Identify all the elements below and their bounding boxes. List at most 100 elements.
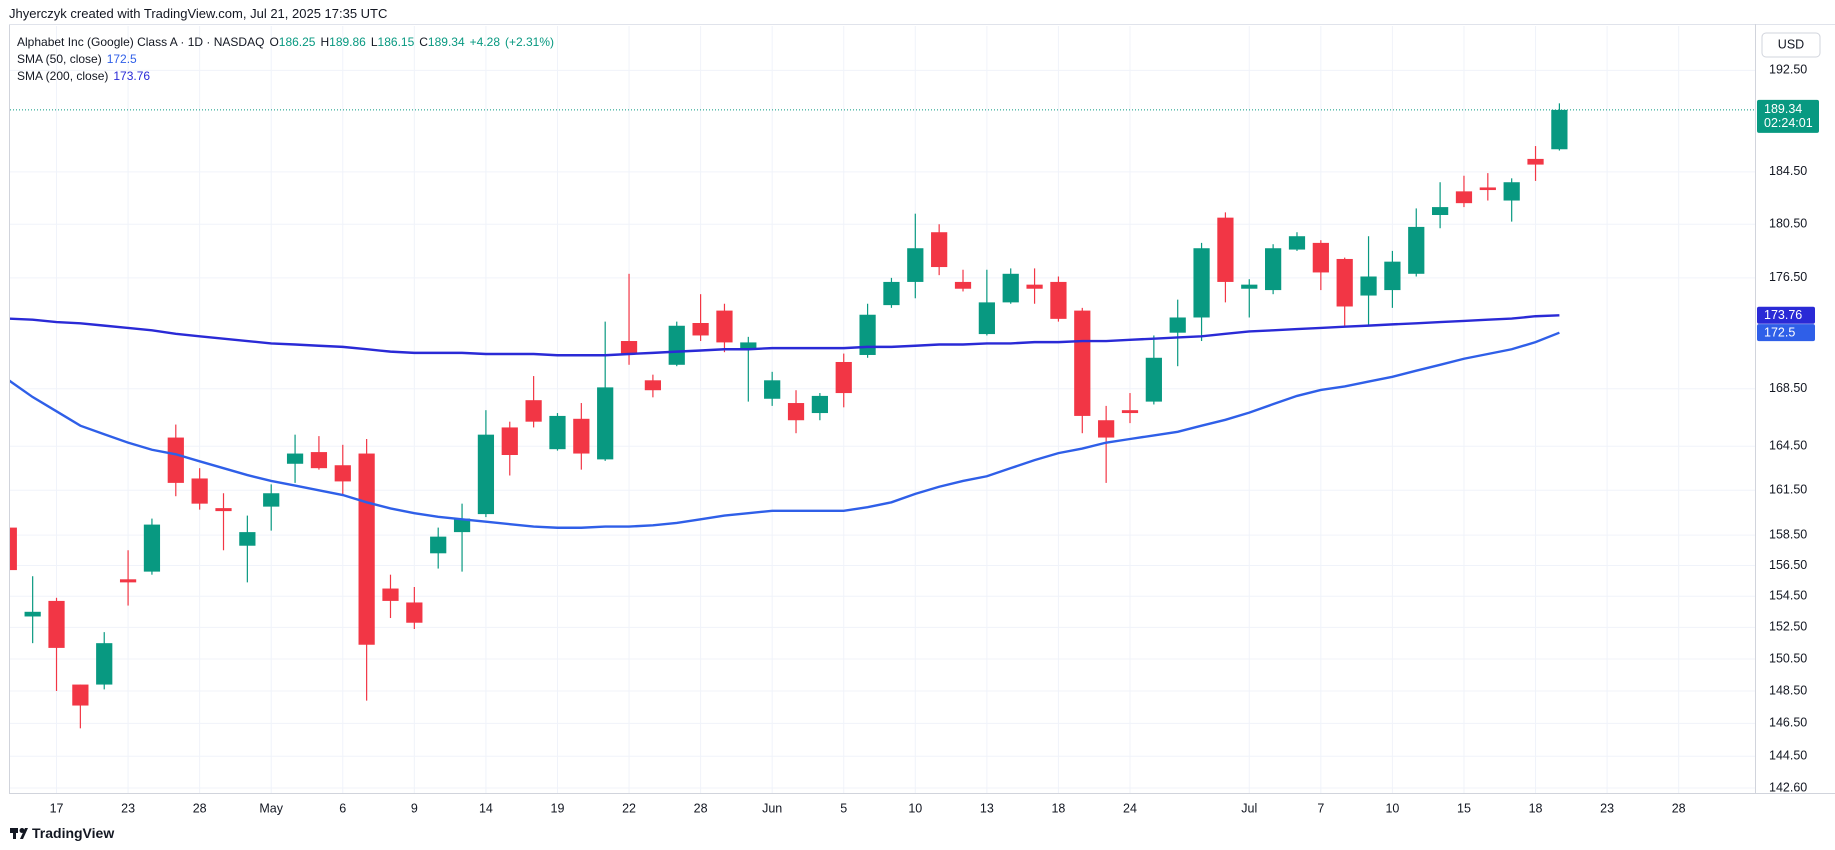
candle-body bbox=[310, 452, 328, 469]
candle-body bbox=[1002, 273, 1019, 303]
y-tick-label: 154.50 bbox=[1769, 589, 1807, 603]
x-tick-label: 17 bbox=[50, 801, 64, 815]
x-tick-label: 18 bbox=[1529, 801, 1543, 815]
sma-name: SMA (200, close) bbox=[17, 69, 109, 83]
candle-body bbox=[1503, 182, 1520, 201]
y-tick-label: 156.50 bbox=[1769, 558, 1807, 572]
candle-body bbox=[191, 478, 208, 504]
candle-body bbox=[453, 518, 471, 533]
ohlc-value: 189.86 bbox=[329, 35, 366, 49]
candle-body bbox=[10, 527, 17, 571]
logo bbox=[10, 828, 28, 839]
x-tick-label: Jun bbox=[762, 801, 782, 815]
sma-value: 172.5 bbox=[106, 52, 137, 66]
candle-body bbox=[1265, 248, 1282, 291]
candle-body bbox=[119, 579, 137, 583]
y-tick-label: 184.50 bbox=[1769, 164, 1807, 178]
candle-body bbox=[1408, 226, 1425, 274]
candle-body bbox=[1312, 242, 1329, 273]
logo-dot bbox=[19, 828, 25, 833]
legend-symbol-row: Alphabet Inc (Google) Class A · 1D · NAS… bbox=[17, 34, 554, 51]
sma-value-label: 173.76 bbox=[1764, 308, 1802, 322]
change-pct: (+2.31%) bbox=[505, 35, 555, 49]
x-tick-label: 23 bbox=[1600, 801, 1614, 815]
candle-body bbox=[72, 684, 89, 706]
y-tick-label: 180.50 bbox=[1769, 217, 1807, 231]
candle-body bbox=[1121, 410, 1139, 414]
currency: USD bbox=[1778, 37, 1804, 51]
legend-sma-row: SMA (200, close) 173.76 bbox=[17, 68, 554, 85]
y-tick-label: 164.50 bbox=[1769, 439, 1807, 453]
grid bbox=[10, 26, 1755, 793]
x-tick-label: 19 bbox=[551, 801, 565, 815]
x-tick-label: 23 bbox=[121, 801, 135, 815]
y-tick-label: 158.50 bbox=[1769, 527, 1807, 541]
candle-body bbox=[430, 536, 447, 554]
candle-body bbox=[263, 493, 280, 507]
candle-body bbox=[811, 395, 828, 414]
candle-body bbox=[358, 453, 375, 645]
candle-body bbox=[1169, 317, 1186, 333]
candle-body bbox=[597, 387, 614, 460]
sma-value-box bbox=[1757, 306, 1815, 324]
candle-body bbox=[549, 415, 566, 450]
ohlc-prefix: O bbox=[269, 35, 279, 49]
sma-value-box bbox=[1757, 324, 1815, 342]
candle-body bbox=[239, 532, 256, 546]
candle-body bbox=[716, 310, 733, 343]
x-tick-label: 5 bbox=[840, 801, 847, 815]
candle-body bbox=[286, 453, 304, 464]
candle-body bbox=[1145, 357, 1162, 402]
countdown: 02:24:01 bbox=[1764, 116, 1813, 130]
sma-line bbox=[10, 331, 1560, 529]
candle-body bbox=[1098, 420, 1115, 438]
y-tick-label: 146.50 bbox=[1769, 716, 1807, 730]
last-price-label: 189.34 bbox=[1764, 102, 1802, 116]
x-tick-label: 28 bbox=[193, 801, 207, 815]
x-tick-label: 22 bbox=[622, 801, 636, 815]
axis-labels: 192.50 184.50 180.50 176.50 168.50 164.50 161.… bbox=[50, 32, 1821, 815]
y-tick-label: 150.50 bbox=[1769, 651, 1807, 665]
candle-body bbox=[1336, 258, 1353, 307]
symbol: Alphabet Inc (Google) Class A · 1D · NAS… bbox=[17, 35, 265, 49]
x-tick-label: 10 bbox=[1385, 801, 1399, 815]
candle-body bbox=[382, 588, 399, 601]
candle-body bbox=[764, 380, 781, 399]
candle-body bbox=[24, 611, 41, 617]
candle-body bbox=[644, 380, 662, 391]
x-tick-label: 15 bbox=[1457, 801, 1471, 815]
candle-body bbox=[835, 361, 852, 394]
x-tick-label: 18 bbox=[1051, 801, 1065, 815]
logo-slash bbox=[20, 828, 28, 839]
x-tick-label: Jul bbox=[1241, 801, 1257, 815]
candle-body bbox=[740, 342, 757, 350]
y-tick-label: 168.50 bbox=[1769, 381, 1807, 395]
sma-line bbox=[10, 314, 1560, 357]
y-tick-label: 142.60 bbox=[1769, 780, 1807, 794]
ohlc-prefix: L bbox=[370, 35, 378, 49]
candle-body bbox=[477, 434, 495, 515]
candle-body bbox=[1384, 261, 1401, 291]
x-tick-label: 10 bbox=[908, 801, 922, 815]
candle-body bbox=[96, 643, 113, 685]
change: +4.28 bbox=[469, 35, 500, 49]
y-tick-label: 161.50 bbox=[1769, 483, 1807, 497]
candle-body bbox=[1217, 217, 1234, 282]
legend-sma-row: SMA (50, close) 172.5 bbox=[17, 51, 554, 68]
ohlc-value: 186.15 bbox=[377, 35, 415, 49]
candle-body bbox=[1241, 284, 1258, 289]
x-tick-label: 7 bbox=[1317, 801, 1324, 815]
candle-body bbox=[978, 302, 995, 335]
candle-body bbox=[1026, 284, 1043, 289]
axes bbox=[9, 24, 1835, 794]
candle-body bbox=[1551, 109, 1568, 150]
sma-name: SMA (50, close) bbox=[17, 52, 102, 66]
candle-body bbox=[1193, 248, 1210, 318]
candle-body bbox=[859, 314, 876, 355]
x-tick-label: 28 bbox=[1672, 801, 1686, 815]
candle-body bbox=[1527, 158, 1544, 165]
candle-body bbox=[1288, 236, 1306, 250]
plot-area bbox=[10, 103, 1755, 729]
candle-body bbox=[573, 418, 590, 454]
